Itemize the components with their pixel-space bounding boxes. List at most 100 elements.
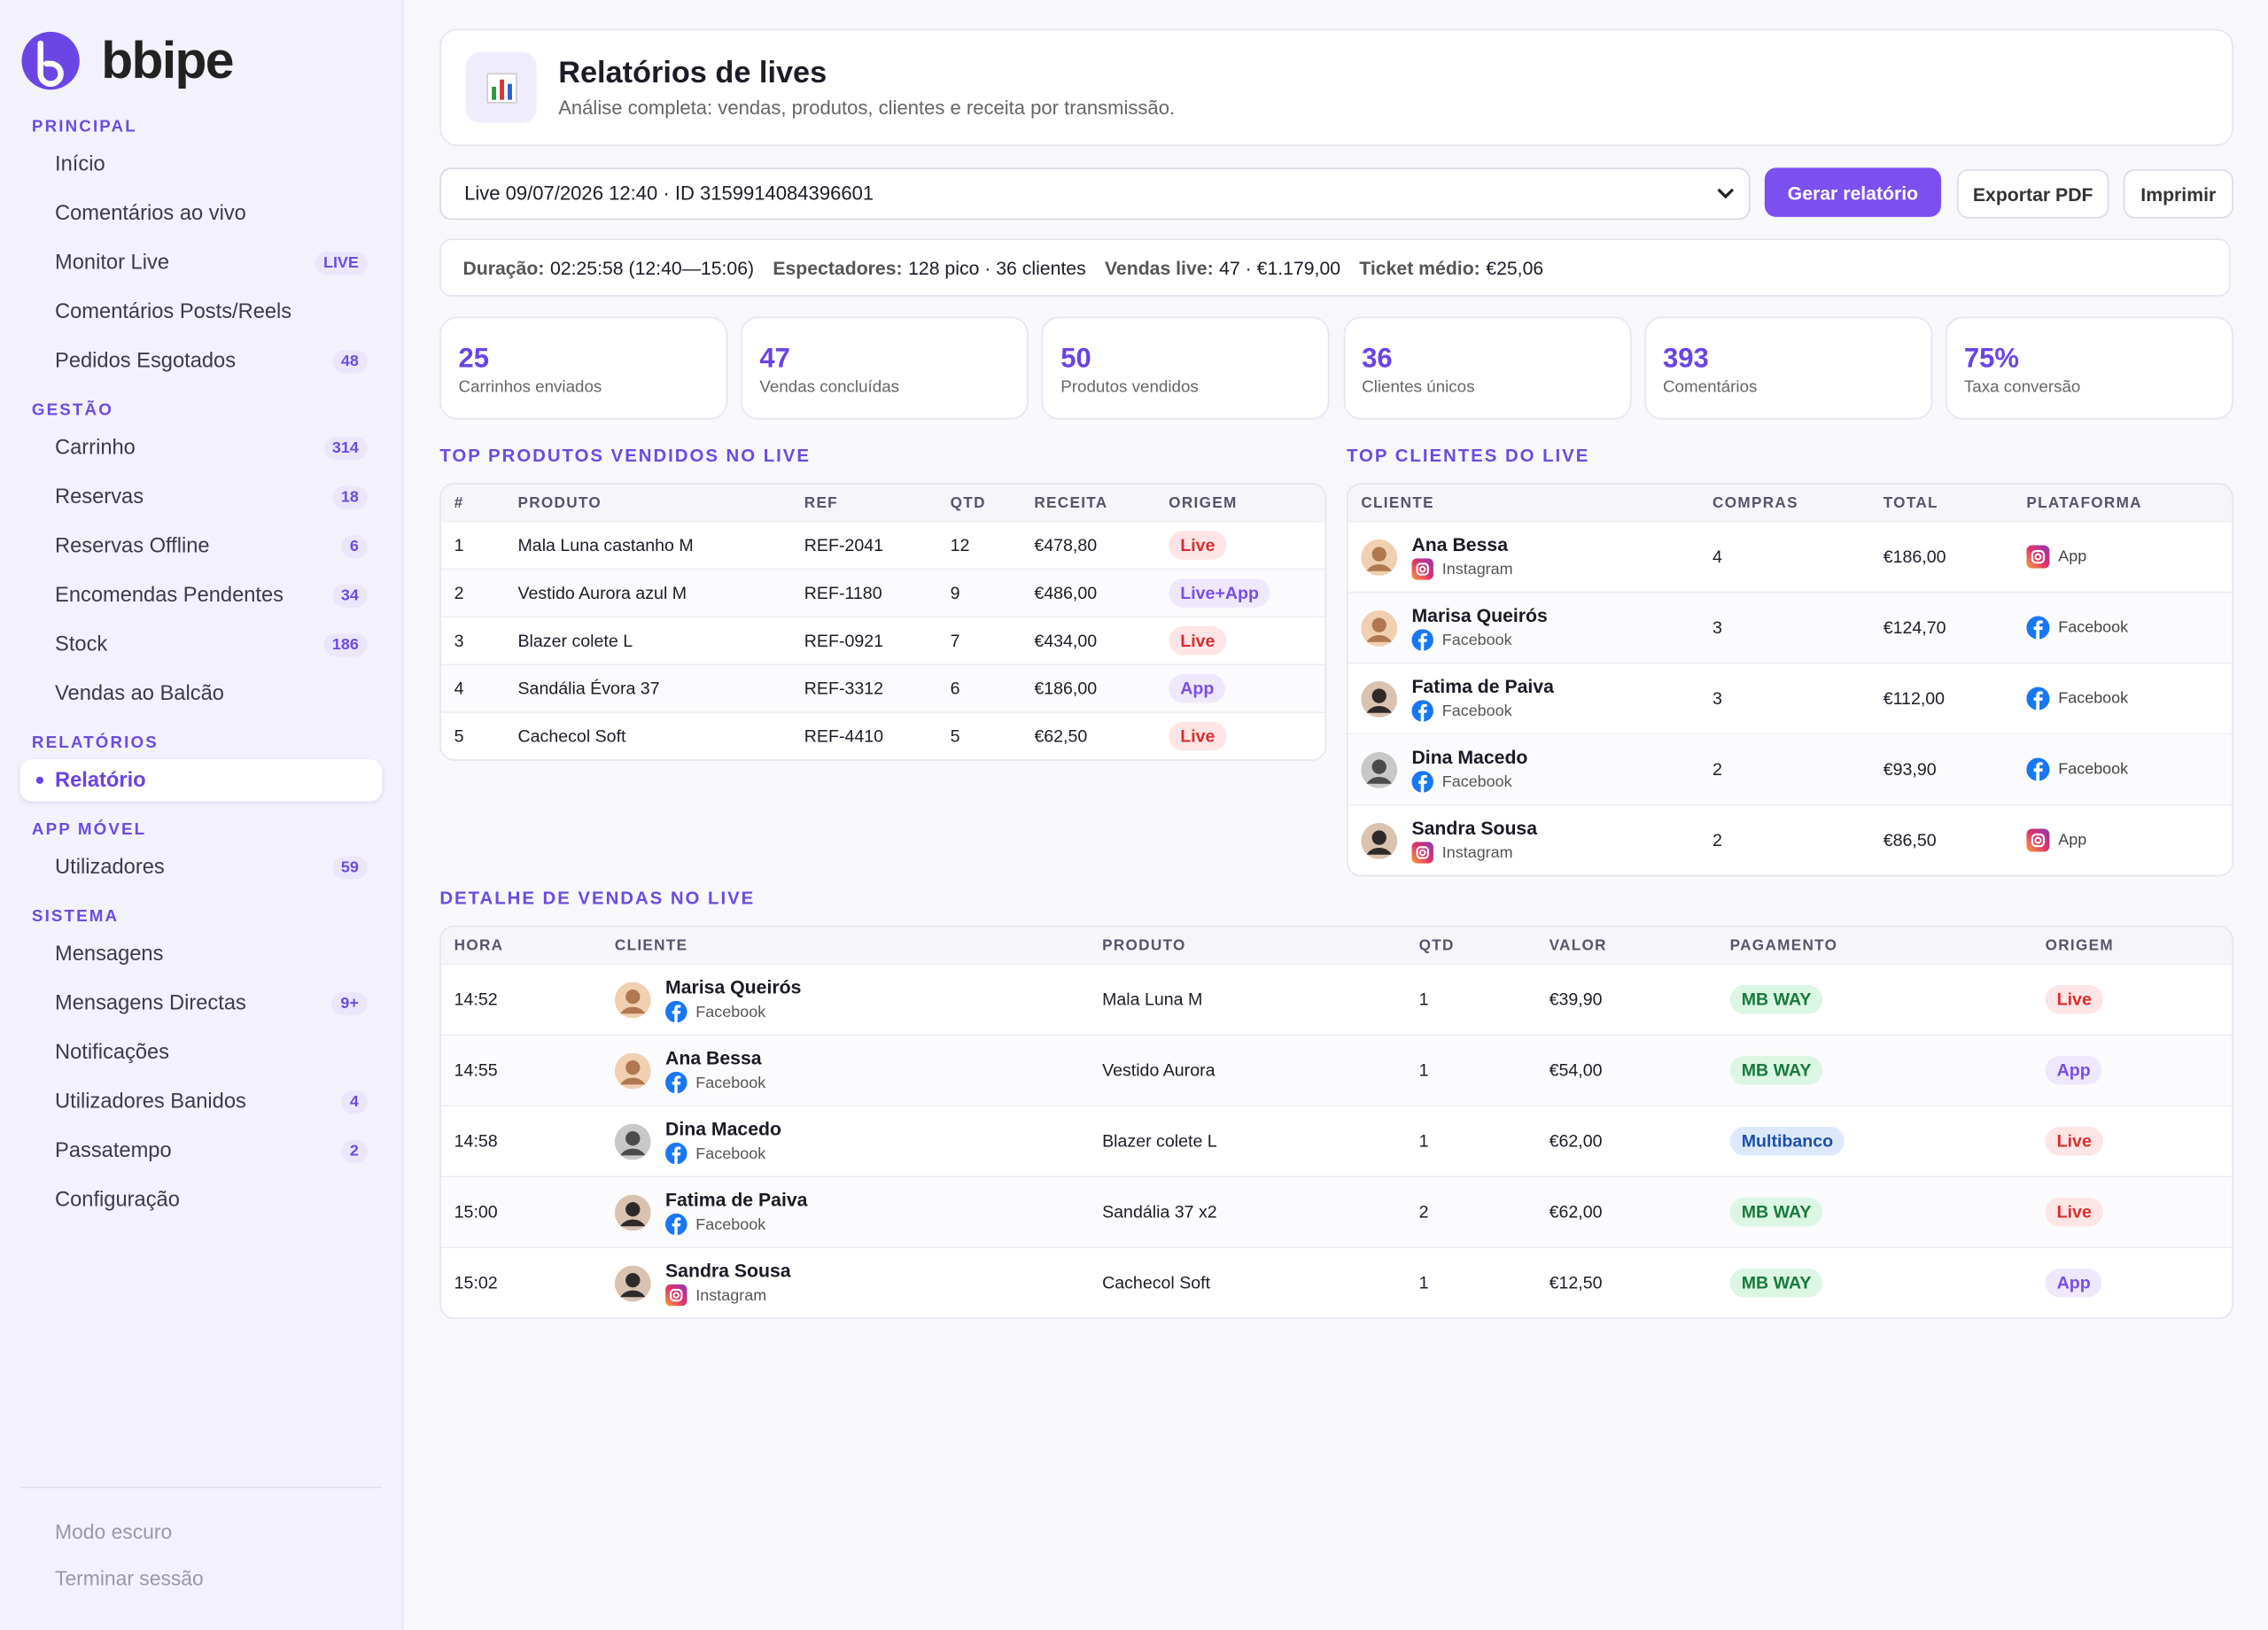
- export-button[interactable]: Exportar PDF: [1956, 169, 2109, 219]
- cell-text: 7: [950, 630, 960, 651]
- nav-item[interactable]: Mensagens Directas 9+: [20, 982, 382, 1024]
- cell: €62,00: [1536, 1131, 1717, 1152]
- footer-link[interactable]: Terminar sessão: [55, 1566, 204, 1590]
- footer-link[interactable]: Modo escuro: [55, 1519, 173, 1544]
- platform-label: App: [2058, 547, 2087, 566]
- kpi-card: 36 Clientes únicos: [1342, 316, 1632, 420]
- nav-label: Monitor Live: [55, 251, 169, 275]
- logo[interactable]: bbipe: [20, 30, 234, 91]
- client-cell: Sandra Sousa Instagram: [602, 1260, 1089, 1307]
- nav-item[interactable]: Encomendas Pendentes 34: [20, 574, 382, 616]
- cell: 3: [1699, 688, 1870, 709]
- nav-label: Relatório: [55, 768, 146, 792]
- cell-text: 2: [1713, 830, 1722, 850]
- cell: 12: [937, 535, 1021, 555]
- cell: 14:55: [441, 1060, 602, 1081]
- client-name: Ana Bessa: [1411, 533, 1509, 555]
- summary-label: Ticket médio:: [1359, 256, 1480, 279]
- nav-label: Mensagens Directas: [55, 991, 246, 1015]
- column-header: ORIGEM: [1169, 493, 1238, 512]
- table: CLIENTE COMPRAS TOTAL PLATAFORMA Ana Bessa In…: [1347, 483, 2233, 877]
- column-header: ORIGEM: [2045, 936, 2114, 954]
- facebook-icon: [665, 1142, 687, 1165]
- nav-item[interactable]: Utilizadores 59: [20, 846, 382, 888]
- generate-button[interactable]: Gerar relatório: [1764, 167, 1942, 217]
- nav-item[interactable]: Comentários ao vivo: [20, 192, 382, 234]
- instagram-icon: [1411, 842, 1433, 864]
- cell: REF-2041: [791, 535, 937, 555]
- kpi-card: 47 Vendas concluídas: [741, 316, 1029, 420]
- nav-item[interactable]: Vendas ao Balcão: [20, 672, 382, 714]
- summary-item: Espectadores: 128 pico · 36 clientes: [773, 257, 1085, 278]
- cell: App: [2032, 1268, 2232, 1298]
- platform-cell: App: [2014, 828, 2233, 852]
- cell-text: 6: [950, 678, 960, 699]
- cell-text: 15:00: [454, 1201, 498, 1222]
- nav-item[interactable]: Relatório: [19, 759, 383, 802]
- badge: App: [1169, 673, 1226, 703]
- cell: Mala Luna castanho M: [505, 535, 791, 555]
- kpi-card: 50 Produtos vendidos: [1042, 316, 1331, 420]
- nav-badge: 6: [341, 534, 368, 558]
- cell: Live: [1155, 721, 1324, 751]
- nav-item[interactable]: Reservas Offline 6: [20, 525, 382, 567]
- table-header: CLIENTE COMPRAS TOTAL PLATAFORMA: [1348, 484, 2233, 521]
- table-header: # PRODUTO REF QTD RECEITA ORIGEM: [440, 484, 1325, 521]
- cell: MB WAY: [1717, 984, 2032, 1014]
- cell-text: 1: [1418, 1060, 1429, 1081]
- cell: 5: [441, 726, 505, 747]
- nav-item[interactable]: Pedidos Esgotados 48: [20, 340, 382, 382]
- cell: 4: [441, 679, 505, 699]
- cell: Blazer colete L: [1089, 1131, 1406, 1152]
- client-platform: Facebook: [665, 1000, 801, 1023]
- nav-item[interactable]: Comentários Posts/Reels: [20, 291, 382, 332]
- column-header: CLIENTE: [614, 936, 688, 954]
- badge: Live+App: [1169, 578, 1271, 608]
- badge: MB WAY: [1729, 984, 1823, 1014]
- cell-text: €62,00: [1549, 1130, 1603, 1152]
- table-row: 5 Cachecol Soft REF-4410 5 €62,50 Live: [440, 711, 1325, 759]
- nav-item[interactable]: Configuração: [20, 1179, 382, 1221]
- nav-label: Início: [55, 152, 105, 176]
- cell: €486,00: [1021, 583, 1156, 603]
- cell: Vestido Aurora azul M: [505, 583, 791, 603]
- client-platform: Facebook: [1411, 629, 1547, 651]
- nav-item[interactable]: Notificações: [20, 1031, 382, 1073]
- cell: App: [1155, 673, 1324, 703]
- cell: €39,90: [1536, 990, 1717, 1010]
- badge: MB WAY: [1729, 1055, 1823, 1085]
- cell: 7: [937, 631, 1021, 651]
- client-info: Fatima de Paiva Facebook: [1411, 675, 1554, 722]
- table-row: 14:58 Dina Macedo Facebook Blazer colete L 1…: [440, 1105, 2233, 1176]
- client-platform: Facebook: [665, 1142, 781, 1165]
- client-cell: Dina Macedo Facebook: [602, 1118, 1089, 1165]
- print-button[interactable]: Imprimir: [2123, 169, 2233, 219]
- cell-text: €39,90: [1549, 989, 1603, 1010]
- platform-label: App: [2058, 831, 2087, 850]
- nav-item[interactable]: Passatempo 2: [20, 1129, 382, 1171]
- column-header: PRODUTO: [1102, 936, 1186, 954]
- nav-item[interactable]: Utilizadores Banidos 4: [20, 1081, 382, 1122]
- section-title: PRINCIPAL: [31, 118, 137, 136]
- nav-item[interactable]: Mensagens: [20, 933, 382, 974]
- client-name: Dina Macedo: [1411, 746, 1528, 768]
- cell: 1: [1406, 1060, 1536, 1081]
- cell-text: €186,00: [1034, 678, 1098, 699]
- nav-item[interactable]: Reservas 18: [20, 476, 382, 517]
- nav-item[interactable]: Stock 186: [20, 624, 382, 665]
- cell-text: REF-2041: [804, 535, 884, 555]
- live-select[interactable]: Live 09/07/2026 12:40 · ID 3159914084396…: [439, 167, 1751, 221]
- client-platform: Facebook: [665, 1071, 765, 1094]
- platform-label: Facebook: [2058, 760, 2129, 779]
- chart-icon: [485, 72, 517, 103]
- nav-item[interactable]: Carrinho 314: [20, 427, 382, 469]
- facebook-icon: [1411, 700, 1433, 722]
- platform-name: Instagram: [1441, 843, 1513, 862]
- nav-item[interactable]: Monitor Live LIVE: [20, 242, 382, 283]
- cell: 3: [441, 631, 505, 651]
- cell: Live: [1155, 625, 1324, 656]
- cell: REF-3312: [791, 679, 937, 699]
- section-title: APP MÓVEL: [31, 821, 147, 839]
- cell: 1: [441, 535, 505, 555]
- nav-item[interactable]: Início: [20, 144, 382, 185]
